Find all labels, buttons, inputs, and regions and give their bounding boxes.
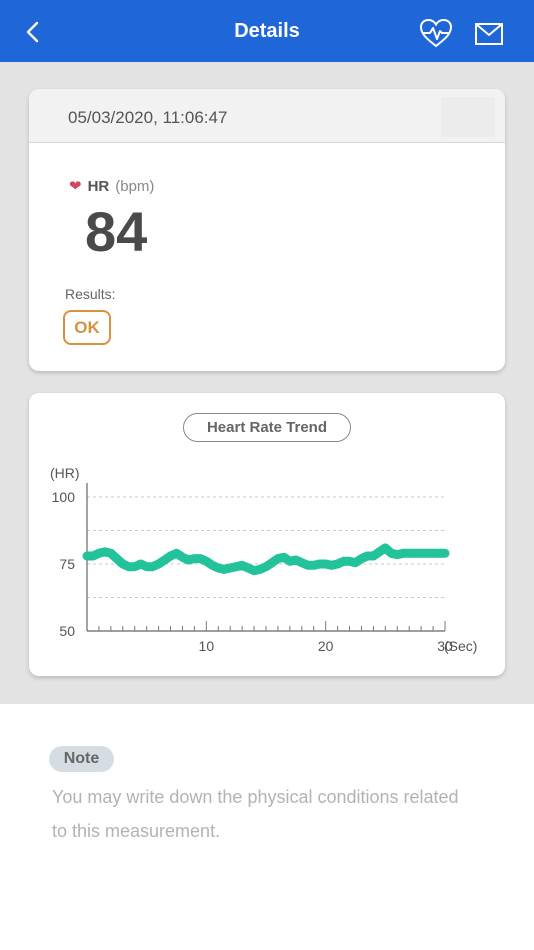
y-tick-label: 100 — [52, 489, 76, 505]
y-tick-label: 75 — [59, 556, 75, 572]
hr-label: HR — [87, 178, 110, 195]
results-label: Results: — [65, 286, 116, 302]
hr-trend-line — [82, 543, 450, 576]
note-input[interactable]: You may write down the physical conditio… — [52, 787, 459, 841]
heart-pulse-icon[interactable] — [419, 18, 453, 48]
measurement-card: 05/03/2020, 11:06:47 ❤ HR (bpm) 84 Results… — [29, 89, 505, 371]
app-header: Details — [0, 0, 534, 62]
hr-unit: (bpm) — [115, 178, 155, 195]
heart-icon: ❤ — [69, 178, 82, 195]
page-title: Details — [234, 20, 300, 42]
measurement-datetime: 05/03/2020, 11:06:47 — [68, 108, 228, 127]
header-placeholder-box — [441, 97, 495, 137]
heart-rate-chart: (HR) (Sec) 100 75 50 10 20 30 — [50, 465, 477, 654]
x-axis-label: (Sec) — [444, 638, 477, 654]
hr-label-row: ❤ HR (bpm) — [69, 177, 154, 195]
x-tick-label: 10 — [199, 638, 215, 654]
result-badge: OK — [63, 310, 111, 345]
chevron-left-icon[interactable] — [20, 19, 46, 45]
measurement-card-header: 05/03/2020, 11:06:47 — [29, 89, 505, 143]
x-tick-label: 30 — [437, 638, 453, 654]
x-tick-label: 20 — [318, 638, 334, 654]
note-label: Note — [49, 746, 114, 772]
trend-title: Heart Rate Trend — [183, 413, 351, 442]
y-tick-label: 50 — [59, 623, 75, 639]
y-axis-label: (HR) — [50, 465, 80, 481]
trend-card: Heart Rate Trend (HR) (Sec) 100 75 50 10 20 3… — [29, 393, 505, 676]
mail-icon[interactable] — [474, 22, 504, 46]
hr-value: 84 — [85, 200, 148, 263]
